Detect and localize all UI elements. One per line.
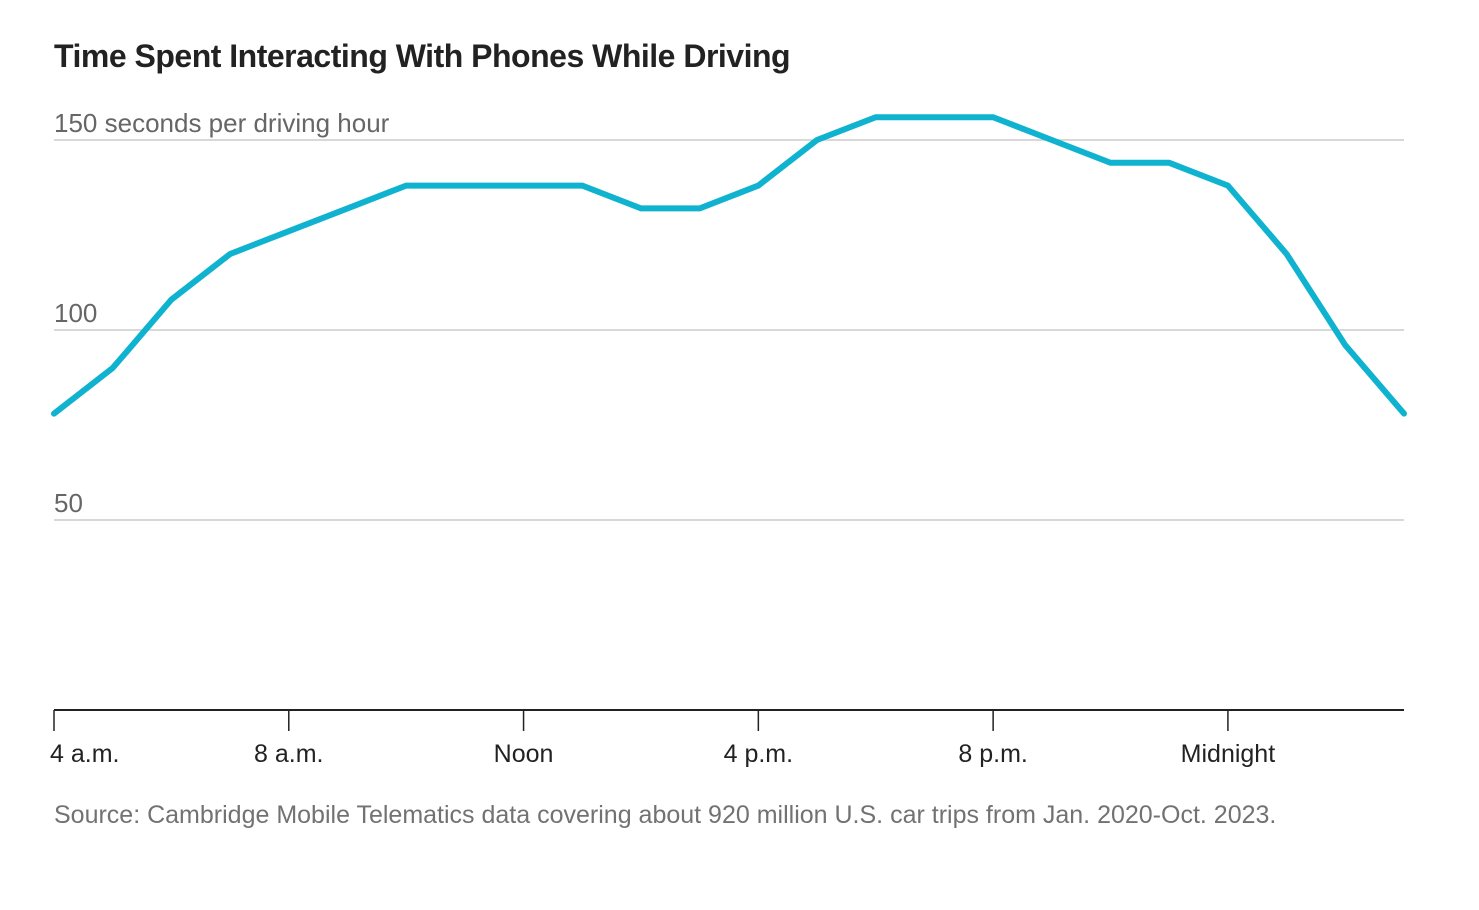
x-tick-label: 8 a.m. xyxy=(254,740,323,768)
y-tick-label: 100 xyxy=(54,298,97,328)
series-line xyxy=(51,114,1407,417)
y-tick-label: 50 xyxy=(54,488,83,518)
series-layer xyxy=(51,114,1407,417)
source-note: Source: Cambridge Mobile Telematics data… xyxy=(54,801,1277,829)
x-tick-label: 4 a.m. xyxy=(50,740,119,768)
gridlines xyxy=(54,139,1404,521)
x-tick-label: Midnight xyxy=(1181,740,1276,768)
x-tick-label: 4 p.m. xyxy=(724,740,793,768)
x-axis: 4 a.m. 8 a.m. Noon 4 p.m. 8 p.m. Midnight xyxy=(50,709,1404,768)
x-tick-label: 8 p.m. xyxy=(958,740,1027,768)
y-axis-labels: 150 seconds per driving hour 100 50 xyxy=(54,108,390,518)
x-tick-label: Noon xyxy=(494,740,554,768)
y-tick-label: 150 seconds per driving hour xyxy=(54,108,390,138)
chart-title: Time Spent Interacting With Phones While… xyxy=(54,38,791,74)
